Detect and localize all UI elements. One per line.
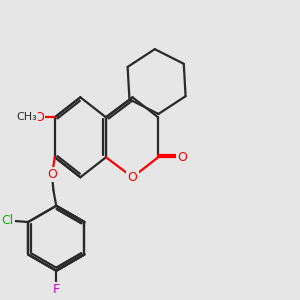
Text: Cl: Cl [1,214,13,227]
Text: O: O [128,171,137,184]
Text: O: O [177,151,187,164]
Text: O: O [34,111,44,124]
Text: CH₃: CH₃ [16,112,37,122]
Text: F: F [53,283,60,296]
Text: O: O [47,168,57,181]
